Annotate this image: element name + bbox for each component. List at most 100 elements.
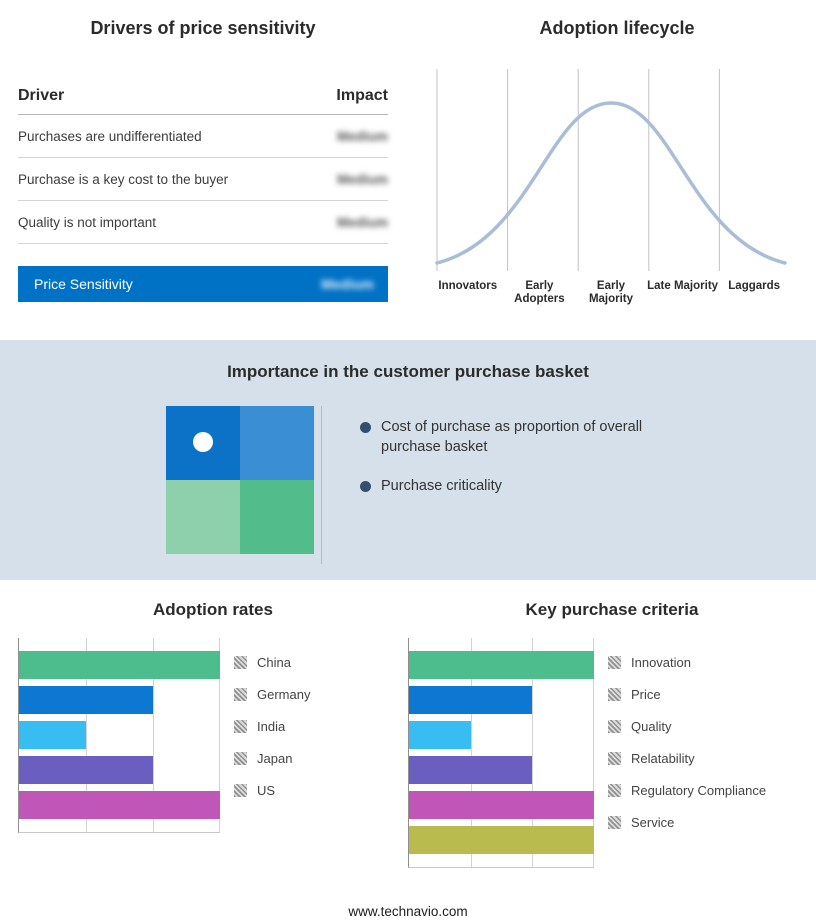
legend-item: Innovation: [608, 646, 766, 678]
legend-label: Relatability: [631, 750, 695, 766]
price-sensitivity-table: Driver Impact Purchases are undifferenti…: [18, 87, 388, 244]
stage-innovators: Innovators: [438, 280, 498, 292]
adoption-rates-chart: Adoption rates China Germany: [0, 600, 408, 902]
purchase-basket-section: Importance in the customer purchase bask…: [0, 340, 816, 580]
chart-bar-germany: [19, 686, 153, 714]
key-purchase-criteria-plot: [408, 638, 595, 868]
chart-bar-us: [19, 791, 220, 819]
legend-swatch-icon: [608, 655, 621, 669]
adoption-lifecycle-panel: Adoption lifecycle Innovators Early Adop…: [408, 12, 816, 340]
legend-swatch-icon: [234, 751, 247, 765]
legend-item: Relatability: [608, 742, 766, 774]
table-row: Quality is not important Medium: [18, 201, 388, 244]
matrix-quadrant-top-right: [240, 406, 314, 480]
legend-label: Price: [631, 686, 661, 702]
table-row: Purchase is a key cost to the buyer Medi…: [18, 158, 388, 201]
adoption-rates-legend: China Germany India Japan US: [234, 638, 310, 833]
legend-item: India: [234, 710, 310, 742]
legend-label: Japan: [257, 750, 293, 766]
key-purchase-criteria-title: Key purchase criteria: [525, 600, 699, 619]
driver-text: Quality is not important: [18, 214, 157, 230]
legend-swatch-icon: [608, 687, 621, 701]
bell-curve-line: [435, 101, 787, 265]
price-sensitivity-summary-bar: Price Sensitivity Medium: [18, 266, 388, 302]
legend-swatch-icon: [608, 815, 621, 829]
purchase-basket-bullets: Cost of purchase as proportion of overal…: [360, 406, 650, 517]
gridline: [532, 638, 534, 867]
bullet-dot-icon: [360, 422, 371, 433]
legend-label: China: [257, 654, 291, 670]
bottom-charts-section: Adoption rates China Germany: [0, 580, 816, 902]
legend-item: China: [234, 646, 310, 678]
chart-bar-india: [19, 721, 86, 749]
lifecycle-bell-curve: [435, 69, 787, 271]
stage-early-adopters: Early Adopters: [514, 280, 565, 306]
chart-bar-china: [19, 651, 220, 679]
col-impact: Impact: [336, 87, 388, 104]
legend-item: Service: [608, 806, 766, 838]
purchase-basket-matrix: [166, 406, 322, 564]
driver-text: Purchases are undifferentiated: [18, 128, 202, 144]
chart-bar-innovation: [409, 651, 594, 679]
legend-label: India: [257, 718, 286, 734]
legend-label: Innovation: [631, 654, 691, 670]
bullet-item: Purchase criticality: [360, 477, 650, 497]
table-row: Purchases are undifferentiated Medium: [18, 115, 388, 158]
legend-item: Price: [608, 678, 766, 710]
legend-swatch-icon: [234, 655, 247, 669]
lifecycle-stage-labels: Innovators Early Adopters Early Majority…: [432, 280, 790, 306]
legend-swatch-icon: [234, 719, 247, 733]
stage-laggards: Laggards: [728, 280, 781, 292]
impact-value: Medium: [336, 128, 388, 144]
price-sensitivity-panel: Drivers of price sensitivity Driver Impa…: [0, 12, 408, 340]
purchase-basket-title: Importance in the customer purchase bask…: [227, 362, 589, 381]
matrix-quadrant-bottom-right: [240, 480, 314, 554]
matrix-quadrant-bottom-left: [166, 480, 240, 554]
gridline: [470, 638, 472, 867]
chart-bar-japan: [19, 756, 153, 784]
legend-item: Germany: [234, 678, 310, 710]
matrix-position-dot: [193, 431, 213, 452]
key-purchase-criteria-chart: Key purchase criteria Innovation: [408, 600, 816, 902]
legend-item: Quality: [608, 710, 766, 742]
summary-label: Price Sensitivity: [34, 276, 133, 292]
stage-late-majority: Late Majority: [647, 280, 719, 292]
legend-swatch-icon: [234, 783, 247, 797]
adoption-lifecycle-title: Adoption lifecycle: [539, 18, 695, 38]
legend-swatch-icon: [608, 719, 621, 733]
legend-swatch-icon: [234, 687, 247, 701]
chart-bar-price: [409, 686, 533, 714]
gridline: [85, 638, 87, 832]
gridline: [153, 638, 154, 832]
col-driver: Driver: [18, 87, 65, 104]
legend-label: Regulatory Compliance: [631, 782, 767, 798]
legend-label: Quality: [631, 718, 672, 734]
bullet-dot-icon: [360, 481, 371, 493]
bullet-item: Cost of purchase as proportion of overal…: [360, 418, 650, 457]
gridline: [593, 638, 595, 867]
key-purchase-criteria-legend: Innovation Price Quality Relatability Re…: [608, 638, 766, 868]
legend-item: Japan: [234, 742, 310, 774]
chart-bar-regulatory-compliance: [409, 791, 594, 819]
legend-swatch-icon: [608, 783, 621, 797]
adoption-rates-title: Adoption rates: [153, 600, 273, 619]
adoption-rates-plot: [18, 638, 221, 833]
driver-text: Purchase is a key cost to the buyer: [18, 171, 229, 187]
chart-bar-quality: [409, 721, 471, 749]
legend-item: US: [234, 774, 310, 806]
matrix-axis-line: [321, 406, 322, 564]
legend-label: Germany: [257, 686, 311, 702]
footer-site-link: www.technavio.com: [0, 902, 816, 922]
bullet-text: Purchase criticality: [381, 478, 502, 495]
summary-impact: Medium: [321, 276, 374, 292]
legend-swatch-icon: [608, 751, 621, 765]
chart-bar-relatability: [409, 756, 533, 784]
legend-item: Regulatory Compliance: [608, 774, 766, 806]
legend-label: Service: [631, 814, 675, 830]
impact-value: Medium: [336, 214, 388, 230]
impact-value: Medium: [336, 171, 388, 187]
legend-label: US: [257, 782, 276, 798]
stage-early-majority: Early Majority: [588, 280, 634, 306]
matrix-quadrant-top-left: [166, 406, 240, 480]
gridline: [219, 638, 221, 832]
